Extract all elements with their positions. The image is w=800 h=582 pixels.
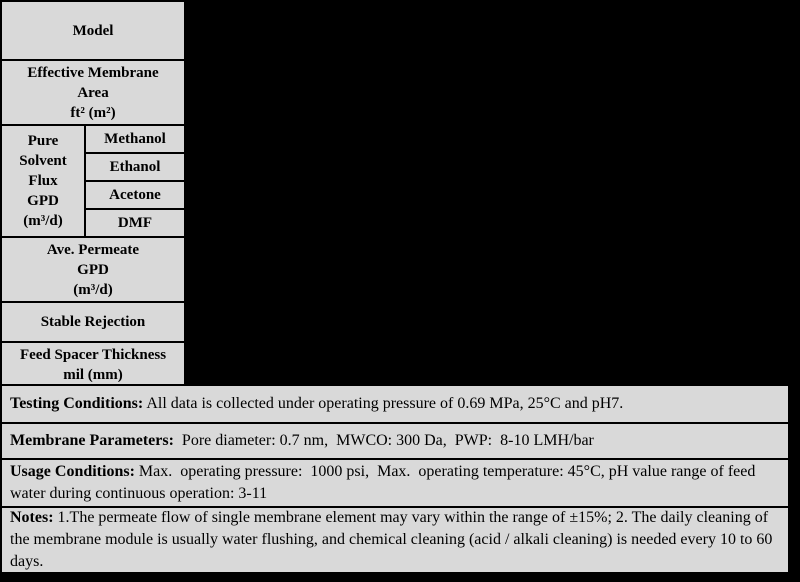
testing-conditions-text: Testing Conditions: All data is collecte…: [10, 393, 623, 415]
model-label: Model: [72, 22, 114, 39]
flux-label-line1: Pure: [27, 133, 59, 149]
flux-label-line3: Flux: [28, 173, 58, 189]
testing-conditions-label: Testing Conditions:: [10, 395, 144, 412]
spacer-label-units: mil (mm): [63, 366, 123, 383]
spec-cell-dmf: DMF: [83, 208, 187, 238]
flux-label-units: (m³/d): [23, 213, 63, 229]
spec-cell-ave-permeate: Ave. Permeate GPD (m³/d): [0, 236, 187, 303]
permeate-label-line2: GPD: [77, 261, 109, 278]
flux-label-line4: GPD: [27, 193, 59, 209]
membrane-parameters-value: Pore diameter: 0.7 nm, MWCO: 300 Da, PWP…: [173, 432, 594, 449]
spec-table: Model Effective Membrane Area ft² (m²) P…: [0, 0, 187, 388]
info-row-usage-conditions: Usage Conditions: Max. operating pressur…: [0, 458, 790, 508]
spec-cell-stable-rejection: Stable Rejection: [0, 301, 187, 343]
membrane-parameters-text: Membrane Parameters: Pore diameter: 0.7 …: [10, 430, 594, 452]
spec-cell-membrane-area: Effective Membrane Area ft² (m²): [0, 59, 187, 126]
testing-conditions-value: All data is collected under operating pr…: [143, 395, 624, 412]
spec-cell-acetone: Acetone: [83, 180, 187, 210]
usage-conditions-text: Usage Conditions: Max. operating pressur…: [10, 461, 780, 505]
info-row-notes: Notes: 1.The permeate flow of single mem…: [0, 506, 790, 574]
permeate-label-units: (m³/d): [73, 281, 113, 298]
spec-cell-model: Model: [0, 0, 187, 61]
spec-cell-pure-solvent-flux: Pure Solvent Flux GPD (m³/d): [0, 124, 86, 238]
flux-label-line2: Solvent: [19, 153, 67, 169]
spec-cell-methanol: Methanol: [83, 124, 187, 154]
membrane-parameters-label: Membrane Parameters:: [10, 432, 174, 449]
notes-text: Notes: 1.The permeate flow of single mem…: [10, 507, 780, 573]
usage-conditions-label: Usage Conditions:: [10, 463, 135, 480]
spec-cell-feed-spacer: Feed Spacer Thickness mil (mm): [0, 341, 187, 388]
rejection-label: Stable Rejection: [40, 314, 146, 330]
area-label-units: ft² (m²): [70, 104, 116, 121]
spec-cell-ethanol: Ethanol: [83, 152, 187, 182]
area-label-line2: Area: [77, 84, 109, 101]
area-label-line1: Effective Membrane: [27, 64, 159, 81]
notes-value: 1.The permeate flow of single membrane e…: [10, 509, 777, 570]
info-row-testing-conditions: Testing Conditions: All data is collecte…: [0, 384, 790, 424]
usage-conditions-value: Max. operating pressure: 1000 psi, Max. …: [10, 463, 760, 502]
permeate-label-line1: Ave. Permeate: [46, 241, 140, 258]
info-row-membrane-parameters: Membrane Parameters: Pore diameter: 0.7 …: [0, 422, 790, 460]
spacer-label-line1: Feed Spacer Thickness: [19, 346, 167, 363]
notes-label: Notes:: [10, 509, 54, 526]
